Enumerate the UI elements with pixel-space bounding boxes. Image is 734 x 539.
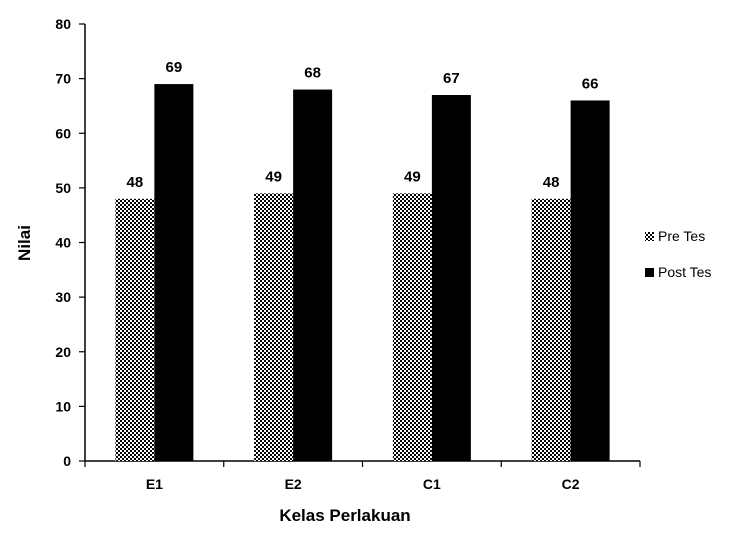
data-label: 48 <box>543 174 560 191</box>
y-axis-label: Nilai <box>15 225 34 261</box>
data-label: 67 <box>443 70 460 87</box>
x-tick-label: C1 <box>423 476 441 492</box>
data-label: 68 <box>304 65 321 82</box>
x-tick-label: C2 <box>562 476 580 492</box>
bar-post-tes-c1 <box>431 95 471 461</box>
data-label: 49 <box>265 168 282 185</box>
data-label: 48 <box>127 174 144 191</box>
x-tick-label: E2 <box>285 476 302 492</box>
y-tick-label: 60 <box>55 125 71 141</box>
bar-post-tes-c2 <box>570 100 610 461</box>
legend-label: Pre Tes <box>658 228 705 244</box>
bar-post-tes-e1 <box>154 84 194 462</box>
data-label: 69 <box>166 59 183 76</box>
y-tick-label: 40 <box>55 235 71 251</box>
y-tick-label: 10 <box>55 398 71 414</box>
bars-group <box>115 84 610 462</box>
bar-post-tes-e2 <box>293 89 333 462</box>
y-tick-label: 0 <box>63 453 71 469</box>
y-tick-label: 30 <box>55 289 71 305</box>
y-tick-label: 50 <box>55 180 71 196</box>
bar-pre-tes-e2 <box>254 193 294 461</box>
ticks-group: 0 10 20 30 40 50 60 70 80 E1 E2 C1 C2 <box>55 16 641 492</box>
data-labels-group: 48 69 49 68 49 67 48 66 <box>127 59 599 191</box>
legend-swatch-pre-tes <box>645 232 654 241</box>
y-tick-label: 70 <box>55 71 71 87</box>
y-tick-label: 80 <box>55 16 71 32</box>
y-tick-label: 20 <box>55 344 71 360</box>
bar-pre-tes-c2 <box>531 198 571 462</box>
legend-swatch-post-tes <box>645 268 654 277</box>
data-label: 66 <box>582 75 599 92</box>
legend: Pre Tes Post Tes <box>645 228 711 280</box>
x-tick-label: E1 <box>146 476 163 492</box>
x-axis-label: Kelas Perlakuan <box>279 506 410 525</box>
data-label: 49 <box>404 168 421 185</box>
bar-pre-tes-e1 <box>115 198 155 462</box>
legend-label: Post Tes <box>658 264 711 280</box>
bar-pre-tes-c1 <box>392 193 432 461</box>
